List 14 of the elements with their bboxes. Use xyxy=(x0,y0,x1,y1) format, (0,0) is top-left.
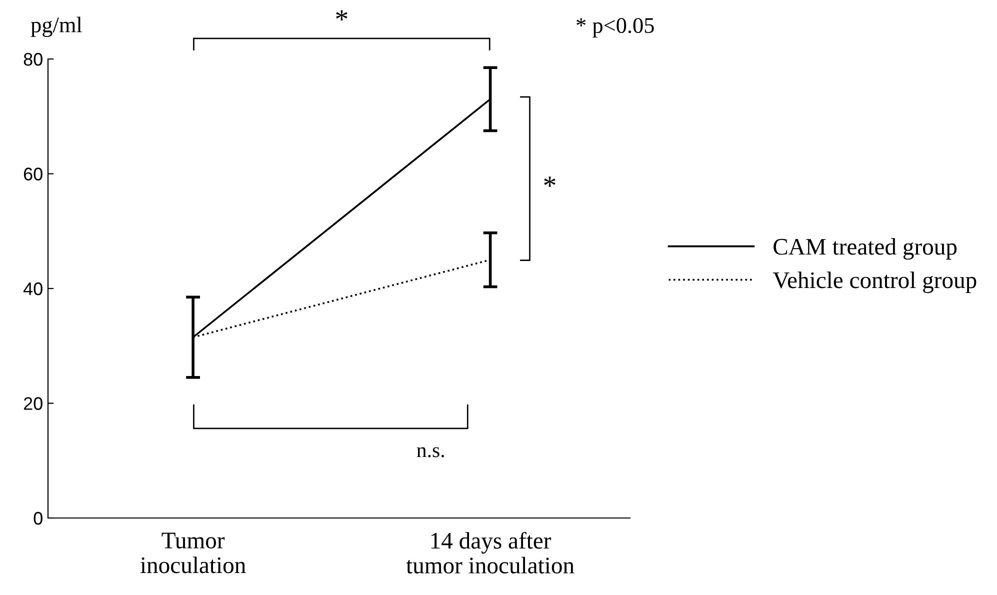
annotation: n.s. xyxy=(416,447,444,458)
y-axis-title: pg/ml xyxy=(30,16,82,37)
annotation: * xyxy=(544,176,556,187)
y-tick-label: 0 xyxy=(34,512,42,525)
y-tick-label: 80 xyxy=(24,52,42,66)
y-tick-label: 40 xyxy=(23,282,42,296)
x-tick-label: Tumor inoculation xyxy=(140,532,246,574)
text: * xyxy=(336,10,348,20)
y-tick-label: 60 xyxy=(24,168,42,180)
legend-label: Vehicle control group xyxy=(772,272,976,294)
text: * p<0.05 xyxy=(576,18,654,38)
legend-label: CAM treated group xyxy=(774,238,957,260)
x-tick-label: 14 days after tumor inoculation xyxy=(406,532,574,574)
y-tick-label: 20 xyxy=(24,397,42,410)
